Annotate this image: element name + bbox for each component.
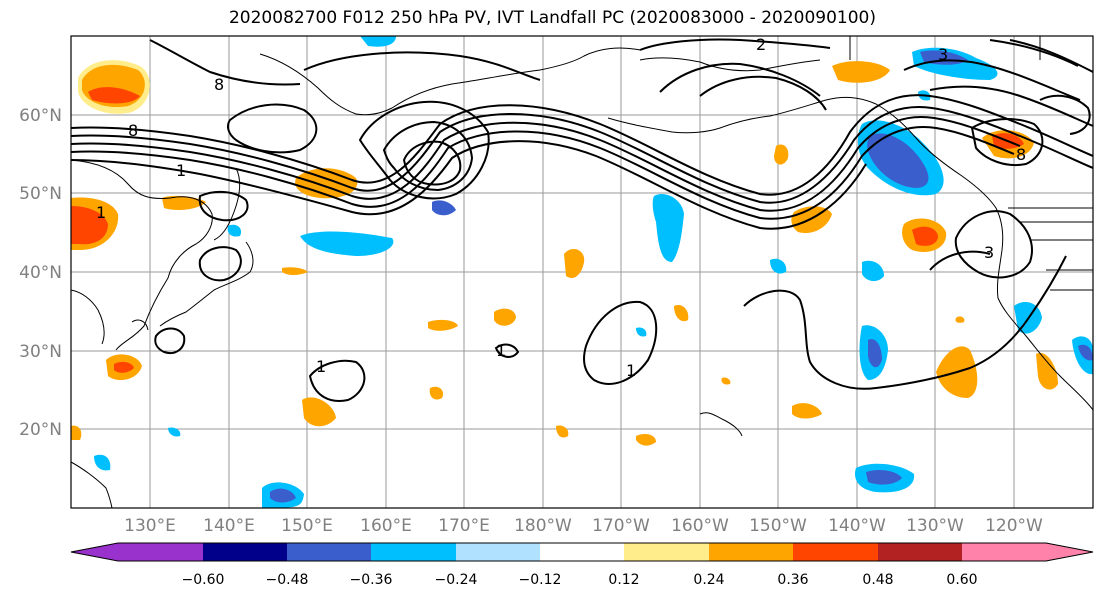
contour-label: 1 bbox=[496, 341, 506, 360]
lon-label: 170°E bbox=[438, 516, 490, 536]
colorbar-tick-label: 0.48 bbox=[862, 572, 893, 588]
colorbar-tick-label: 0.12 bbox=[608, 572, 639, 588]
colorbar-segments bbox=[71, 543, 1093, 561]
colorbar: −0.60 −0.48 −0.36 −0.24 −0.12 0.12 0.24 … bbox=[70, 542, 1094, 588]
lat-label: 60°N bbox=[19, 106, 62, 126]
contour-label: 3 bbox=[984, 243, 994, 262]
negative-ivt-patches bbox=[94, 36, 1093, 508]
colorbar-segment bbox=[962, 543, 1046, 561]
contour-label: 1 bbox=[96, 203, 106, 222]
lat-label: 50°N bbox=[19, 184, 62, 204]
colorbar-tick-label: −0.24 bbox=[435, 572, 478, 588]
lon-label: 160°W bbox=[671, 516, 729, 536]
lon-label: 160°E bbox=[360, 516, 412, 536]
lon-label: 140°E bbox=[203, 516, 255, 536]
colorbar-segment bbox=[878, 543, 962, 561]
contour-label: 3 bbox=[938, 45, 948, 64]
lon-axis: 130°E 140°E 150°E 160°E 170°E 180°W 170°… bbox=[124, 516, 1043, 536]
lon-label: 120°W bbox=[985, 516, 1043, 536]
contour-label-group: 8 8 1 1 2 3 1 1 1 8 3 bbox=[96, 35, 1026, 380]
colorbar-extend-min bbox=[71, 543, 118, 561]
colorbar-segment bbox=[540, 543, 624, 561]
colorbar-outline bbox=[70, 542, 1094, 562]
colorbar-tick-label: −0.12 bbox=[519, 572, 562, 588]
colorbar-tick-label: 0.24 bbox=[693, 572, 724, 588]
contour-label: 8 bbox=[214, 75, 224, 94]
contour-label: 1 bbox=[316, 357, 326, 376]
colorbar-segment bbox=[371, 543, 456, 561]
map-border bbox=[70, 35, 1094, 509]
lon-label: 130°W bbox=[906, 516, 964, 536]
contour-label: 8 bbox=[128, 121, 138, 140]
colorbar-segment bbox=[287, 543, 371, 561]
colorbar-tick-label: 0.36 bbox=[777, 572, 808, 588]
colorbar-segment bbox=[624, 543, 709, 561]
colorbar-tick-label: −0.60 bbox=[182, 572, 225, 588]
contour-label: 8 bbox=[1016, 145, 1026, 164]
pv-contours bbox=[71, 38, 1093, 402]
colorbar-segment bbox=[793, 543, 878, 561]
colorbar-segment bbox=[709, 543, 793, 561]
colorbar-extend-max bbox=[1046, 543, 1093, 561]
lon-label: 180°W bbox=[514, 516, 572, 536]
contour-label: 2 bbox=[756, 35, 766, 54]
lon-label: 140°W bbox=[828, 516, 886, 536]
colorbar-segment bbox=[456, 543, 540, 561]
lon-label: 130°E bbox=[124, 516, 176, 536]
colorbar-ticks: −0.60 −0.48 −0.36 −0.24 −0.12 0.12 0.24 … bbox=[182, 572, 978, 588]
colorbar-segment bbox=[203, 543, 287, 561]
colorbar-tick-label: −0.48 bbox=[266, 572, 309, 588]
lon-label: 170°W bbox=[592, 516, 650, 536]
lat-label: 40°N bbox=[19, 263, 62, 283]
lon-label: 150°E bbox=[281, 516, 333, 536]
map-title: 2020082700 F012 250 hPa PV, IVT Landfall… bbox=[228, 8, 876, 28]
contour-label: 1 bbox=[626, 361, 636, 380]
colorbar-tick-label: 0.60 bbox=[946, 572, 977, 588]
coastlines bbox=[71, 36, 1093, 508]
lat-label: 30°N bbox=[19, 342, 62, 362]
lat-label: 20°N bbox=[19, 420, 62, 440]
colorbar-segment bbox=[118, 543, 203, 561]
contour-label: 1 bbox=[176, 161, 186, 180]
colorbar-tick-label: −0.36 bbox=[350, 572, 393, 588]
lat-axis: 60°N 50°N 40°N 30°N 20°N bbox=[19, 106, 62, 440]
lon-label: 150°W bbox=[749, 516, 807, 536]
